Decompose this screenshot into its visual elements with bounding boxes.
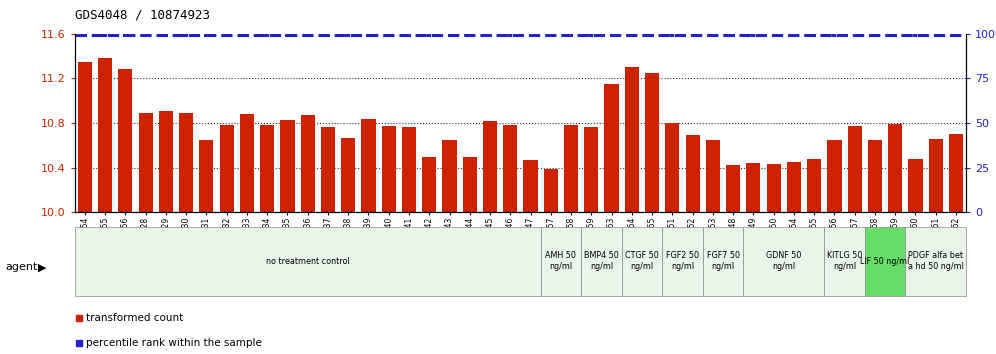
Bar [888,124,902,212]
Bar [98,58,113,212]
Bar [75,227,541,296]
Bar [582,227,622,296]
Bar [503,125,517,212]
Bar [685,135,700,212]
Bar [402,127,416,212]
Text: CTGF 50
ng/ml: CTGF 50 ng/ml [625,251,658,271]
Text: GDS4048 / 10874923: GDS4048 / 10874923 [75,9,210,22]
Bar [905,227,966,296]
Bar [825,227,865,296]
Text: AMH 50
ng/ml: AMH 50 ng/ml [546,251,577,271]
Bar [865,227,905,296]
Bar [807,159,822,212]
Bar [219,125,234,212]
Text: FGF2 50
ng/ml: FGF2 50 ng/ml [666,251,699,271]
Bar [321,127,335,212]
Bar [868,140,882,212]
Text: KITLG 50
ng/ml: KITLG 50 ng/ml [827,251,863,271]
Bar [564,125,578,212]
Bar [483,121,497,212]
Bar [706,140,720,212]
Bar [179,113,193,212]
Bar [746,163,761,212]
Text: no treatment control: no treatment control [266,257,350,266]
Text: FGF7 50
ng/ml: FGF7 50 ng/ml [706,251,739,271]
Bar [665,123,679,212]
Bar [622,227,662,296]
Bar [743,227,825,296]
Bar [442,140,456,212]
Bar [949,134,963,212]
Bar [544,169,558,212]
Bar [703,227,743,296]
Bar [158,111,173,212]
Bar [908,159,922,212]
Text: agent: agent [5,262,38,272]
Bar [341,138,356,212]
Bar [138,113,152,212]
Bar [199,140,213,212]
Bar [362,119,375,212]
Bar [787,162,801,212]
Bar [828,140,842,212]
Bar [301,115,315,212]
Bar [605,84,619,212]
Bar [240,114,254,212]
Bar [280,120,295,212]
Bar [119,69,132,212]
Bar [645,73,659,212]
Bar [662,227,703,296]
Bar [541,227,582,296]
Bar [624,67,638,212]
Bar [524,160,538,212]
Text: GDNF 50
ng/ml: GDNF 50 ng/ml [766,251,802,271]
Bar [726,165,740,212]
Bar [260,125,274,212]
Bar [848,126,862,212]
Bar [78,62,92,212]
Text: BMP4 50
ng/ml: BMP4 50 ng/ml [584,251,619,271]
Text: transformed count: transformed count [86,313,183,323]
Bar [767,164,781,212]
Bar [585,127,599,212]
Bar [422,156,436,212]
Text: PDGF alfa bet
a hd 50 ng/ml: PDGF alfa bet a hd 50 ng/ml [907,251,964,271]
Text: percentile rank within the sample: percentile rank within the sample [86,338,262,348]
Bar [381,126,395,212]
Text: LIF 50 ng/ml: LIF 50 ng/ml [861,257,909,266]
Bar [463,156,477,212]
Bar [928,139,943,212]
Text: ▶: ▶ [38,262,47,272]
